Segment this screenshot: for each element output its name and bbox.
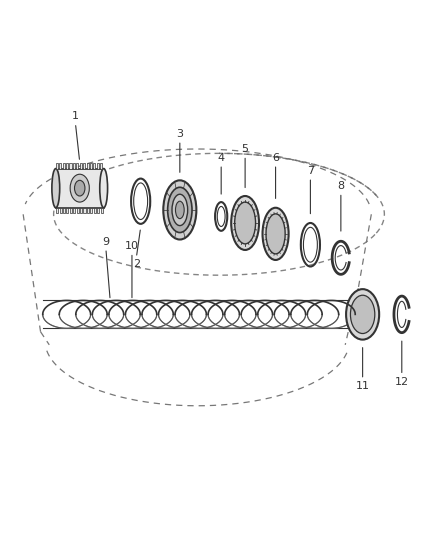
Text: 1: 1	[72, 111, 79, 122]
Bar	[90, 208, 92, 213]
Text: 12: 12	[395, 377, 409, 387]
Ellipse shape	[262, 208, 289, 260]
Ellipse shape	[350, 295, 375, 334]
Ellipse shape	[235, 202, 255, 244]
Text: 8: 8	[337, 181, 344, 191]
Text: 7: 7	[307, 166, 314, 176]
Text: 11: 11	[356, 381, 370, 391]
Bar	[76, 163, 78, 168]
Ellipse shape	[172, 194, 187, 225]
Bar	[101, 208, 102, 213]
Bar	[60, 208, 62, 213]
Bar	[63, 163, 65, 168]
Bar	[83, 163, 85, 168]
Ellipse shape	[168, 187, 192, 232]
Bar	[100, 163, 102, 168]
Ellipse shape	[346, 289, 379, 340]
Text: 4: 4	[218, 152, 225, 163]
Bar	[93, 163, 95, 168]
Bar	[63, 208, 65, 213]
Bar	[94, 208, 96, 213]
Bar	[56, 168, 104, 208]
Text: 5: 5	[242, 144, 249, 154]
Bar	[80, 163, 82, 168]
Bar	[97, 163, 99, 168]
Ellipse shape	[231, 196, 259, 250]
Ellipse shape	[52, 168, 60, 208]
Bar	[87, 163, 88, 168]
Bar	[73, 163, 75, 168]
Text: 2: 2	[133, 260, 140, 269]
Bar	[56, 208, 58, 213]
Bar	[66, 163, 68, 168]
Text: 10: 10	[125, 241, 139, 251]
Bar	[97, 208, 99, 213]
Text: 6: 6	[272, 152, 279, 163]
Bar	[77, 208, 79, 213]
Ellipse shape	[100, 168, 108, 208]
Bar	[56, 163, 58, 168]
Bar	[59, 163, 61, 168]
Text: 9: 9	[102, 237, 110, 247]
Bar	[70, 208, 72, 213]
Bar	[90, 163, 92, 168]
Bar	[67, 208, 68, 213]
Bar	[70, 163, 71, 168]
Bar	[80, 208, 82, 213]
Bar	[87, 208, 89, 213]
Ellipse shape	[266, 214, 285, 254]
Bar	[73, 208, 75, 213]
Ellipse shape	[74, 180, 85, 196]
Bar	[84, 208, 85, 213]
Text: 3: 3	[177, 129, 184, 139]
Ellipse shape	[163, 180, 196, 239]
Ellipse shape	[70, 174, 89, 202]
Ellipse shape	[176, 201, 184, 219]
